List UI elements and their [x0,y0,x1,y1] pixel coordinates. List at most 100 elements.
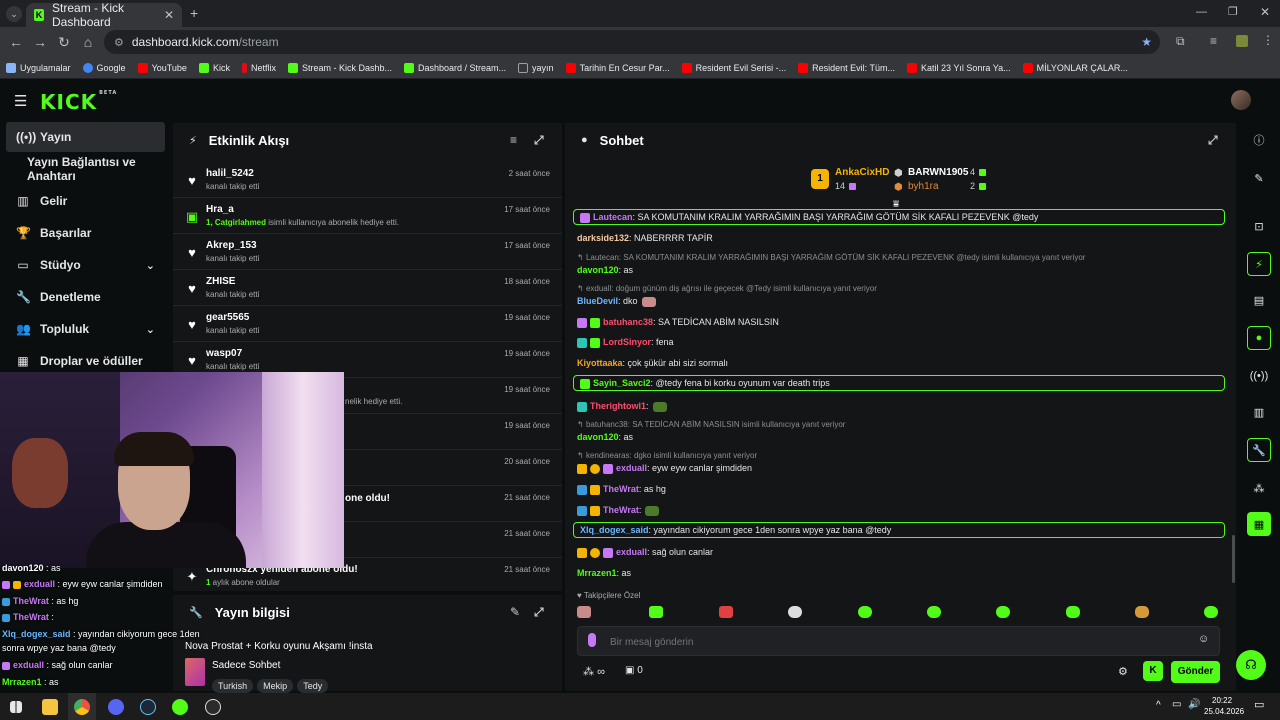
user-avatar[interactable] [1231,90,1251,110]
windows-start-icon[interactable] [10,701,22,713]
chat-message-input[interactable] [610,634,1170,650]
emote-icon[interactable] [577,606,591,618]
chat-username[interactable]: Kiyottaaka [577,358,623,368]
chat-username[interactable]: Mrrazen1 [577,568,617,578]
obs-icon[interactable] [205,699,221,715]
chat-username[interactable]: davon120 [577,265,619,275]
tag-chip[interactable]: Tedy [297,679,329,693]
chat-username[interactable]: exduall [616,547,648,557]
popout-icon[interactable]: ⤢ [1208,133,1218,147]
discord-icon[interactable] [108,699,124,715]
chat-settings-gear-icon[interactable]: ⚙ [1118,666,1128,678]
chat-username[interactable]: batuhanc38 [603,317,654,327]
volume-icon[interactable]: 🔊 [1188,699,1201,710]
info-icon[interactable]: ⓘ [1253,135,1265,147]
sidebar-item-droplar[interactable]: ▦ Droplar ve ödüller [17,354,143,368]
profile-avatar-icon[interactable] [1236,35,1248,47]
activity-bolt-icon[interactable]: ⚡ [1247,252,1271,276]
category-name[interactable]: Sadece Sohbet [212,660,281,671]
browser-menu-icon[interactable]: ⋮ [1262,33,1274,47]
minimize-window-icon[interactable]: — [1196,6,1207,18]
sidebar-item-basarilar[interactable]: 🏆 Başarılar [16,226,92,240]
stream-manager-icon[interactable]: ▥ [1253,406,1265,419]
sidebar-item-topluluk[interactable]: 👥 Topluluk ⌄ [16,322,155,336]
chat-bubble-icon[interactable]: ● [1247,326,1271,350]
tag-chip[interactable]: Turkish [212,679,254,693]
maximize-window-icon[interactable]: ❐ [1228,6,1238,18]
document-icon[interactable]: ▤ [1253,294,1265,307]
emote-icon[interactable] [649,606,663,618]
emote-icon[interactable] [996,606,1010,618]
sidebar-item-denetleme[interactable]: 🔧 Denetleme [16,290,101,304]
tab-search-button[interactable]: ⌄ [6,6,22,22]
emote-icon[interactable] [858,606,872,618]
support-chat-button[interactable]: ☊ [1236,650,1266,680]
filter-icon[interactable]: ≡ [510,133,518,147]
clapperboard-icon[interactable]: ▦ [1247,512,1271,536]
chat-username[interactable]: Lautecan [593,212,633,222]
emote-icon[interactable] [927,606,941,618]
chat-username[interactable]: BlueDevil [577,296,619,306]
file-explorer-icon[interactable] [42,699,58,715]
home-icon[interactable]: ⌂ [83,34,93,50]
kick-sticker-button[interactable]: K [1143,661,1163,681]
browser-tab-active[interactable]: K Stream - Kick Dashboard ✕ [26,1,182,29]
chevron-down-icon[interactable]: ⌄ [145,323,155,336]
network-icon[interactable]: ▭ [1172,699,1182,710]
chat-scrollbar[interactable] [1232,535,1235,583]
chrome-icon[interactable] [74,699,90,715]
edit-pencil-icon[interactable]: ✎ [1254,172,1264,185]
capture-icon[interactable]: ⊡ [1254,220,1264,233]
chat-input-box[interactable]: ☺ [577,626,1220,656]
tag-chip[interactable]: Mekip [257,679,294,693]
gifts-indicator[interactable]: ▣ 0 [625,665,643,676]
leaderboard-second-name[interactable]: BARWN1905 [908,167,969,178]
steam-icon[interactable] [140,699,156,715]
edit-pencil-icon[interactable]: ✎ [510,605,521,619]
emote-icon[interactable] [1204,606,1218,618]
wrench-icon[interactable]: 🔧 [1247,438,1271,462]
close-tab-icon[interactable]: ✕ [163,8,174,22]
chat-username[interactable]: darkside132 [577,233,630,243]
new-tab-button[interactable]: + [190,5,199,21]
bookmark-item[interactable]: Google [82,62,126,73]
media-control-icon[interactable]: ≡ [1210,34,1218,48]
site-info-icon[interactable]: ⚙ [114,36,124,49]
bookmark-item[interactable]: Netflix [241,62,276,73]
notification-icon[interactable]: ▭ [1254,699,1265,711]
chat-username[interactable]: exduall [616,463,648,473]
emote-icon[interactable] [788,606,802,618]
chat-username[interactable]: TheWrat [603,484,639,494]
chat-username[interactable]: Therightowl1 [590,401,646,411]
hamburger-menu-icon[interactable]: ☰ [14,93,28,110]
send-button[interactable]: Gönder [1171,661,1220,683]
bookmark-item[interactable]: Resident Evil: Tüm... [798,62,895,73]
leaderboard-first-name[interactable]: AnkaCixHD [835,167,890,178]
emote-icon[interactable] [1135,606,1149,618]
bookmark-item[interactable]: Stream - Kick Dashb... [287,62,392,73]
close-window-icon[interactable]: ✕ [1260,5,1271,19]
clock-date[interactable]: 25.04.2026 [1204,707,1245,716]
bookmark-item[interactable]: YouTube [137,62,187,73]
bookmark-item[interactable]: Tarihin En Cesur Par... [565,62,670,73]
tray-chevron-up-icon[interactable]: ^ [1156,700,1161,711]
bookmark-item[interactable]: Dashboard / Stream... [404,62,506,73]
forward-arrow-icon[interactable]: → [33,34,47,50]
bookmark-item[interactable]: Resident Evil Serisi -... [681,62,786,73]
pinned-toggle-icon[interactable]: ⩸ [893,199,900,210]
bookmark-item[interactable]: Katil 23 Yıl Sonra Ya... [907,62,1011,73]
sidebar-item-stream-key[interactable]: Yayın Bağlantısı ve Anahtarı [27,155,136,183]
sidebar-item-studyo[interactable]: ▭ Stüdyo ⌄ [17,258,155,272]
sidebar-item-gelir[interactable]: ▥ Gelir [17,194,68,208]
bookmark-item[interactable]: yayın [518,62,554,73]
address-bar[interactable]: ⚙ dashboard.kick.com/stream ★ [104,30,1160,54]
leaderboard-third-name[interactable]: byh1ra [908,181,939,192]
chat-username[interactable]: Xlq_dogex_said [580,525,649,535]
kick-app-icon[interactable] [172,699,188,715]
chat-username[interactable]: davon120 [577,432,619,442]
microphone-icon[interactable] [588,633,596,647]
chat-username[interactable]: LordSinyor [603,337,652,347]
popout-icon[interactable]: ⤢ [534,133,544,147]
emoji-picker-icon[interactable]: ☺ [1198,633,1210,645]
emote-icon[interactable] [719,606,733,618]
